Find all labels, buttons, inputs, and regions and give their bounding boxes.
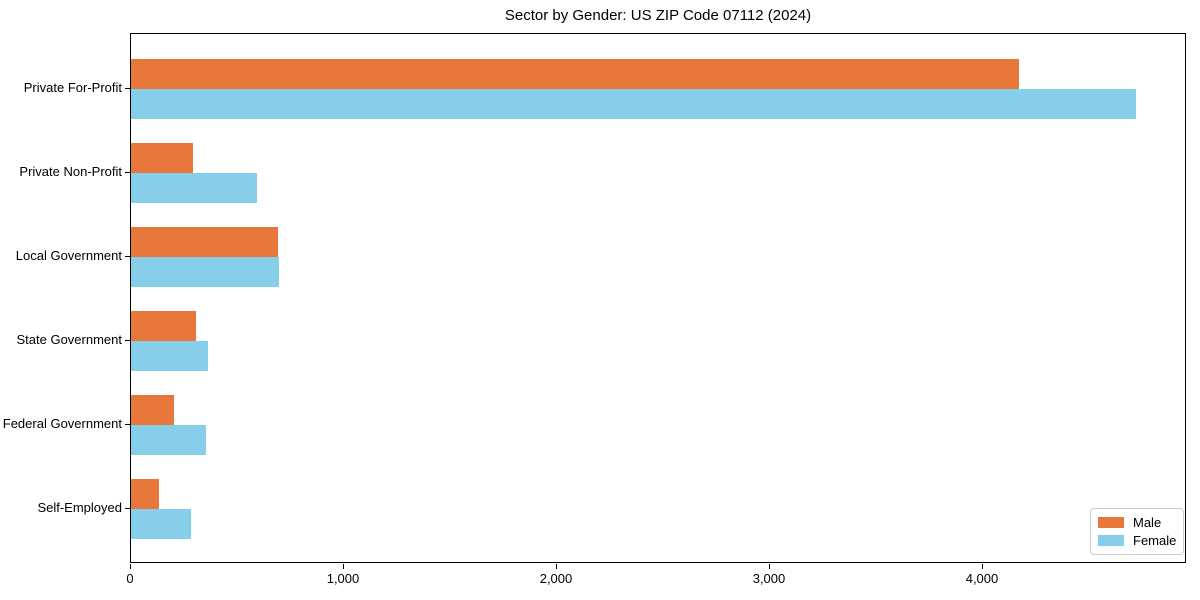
ytick-label-federal-government: Federal Government bbox=[2, 416, 122, 431]
bar-male-local-government bbox=[131, 227, 278, 257]
ytick-label-local-government: Local Government bbox=[15, 248, 122, 263]
legend: Male Female bbox=[1090, 508, 1184, 555]
bar-male-private-non-profit bbox=[131, 143, 193, 173]
xtick-label-2000: 2,000 bbox=[539, 571, 573, 586]
plot-area bbox=[130, 33, 1186, 563]
legend-entry-female: Female bbox=[1098, 533, 1177, 548]
ytick-label-self-employed: Self-Employed bbox=[37, 500, 122, 515]
ytick-label-state-government: State Government bbox=[16, 332, 123, 347]
xtick-mark bbox=[982, 564, 983, 569]
bar-female-private-for-profit bbox=[131, 89, 1136, 119]
chart-title: Sector by Gender: US ZIP Code 07112 (202… bbox=[504, 7, 812, 24]
legend-label-female: Female bbox=[1133, 533, 1177, 548]
xtick-mark bbox=[130, 564, 131, 569]
bar-male-federal-government bbox=[131, 395, 174, 425]
xtick-mark bbox=[343, 564, 344, 569]
ytick-mark bbox=[125, 340, 130, 341]
xtick-label-4000: 4,000 bbox=[965, 571, 999, 586]
bar-female-private-non-profit bbox=[131, 173, 257, 203]
xtick-label-1000: 1,000 bbox=[326, 571, 360, 586]
bar-female-state-government bbox=[131, 341, 208, 371]
ytick-mark bbox=[125, 424, 130, 425]
bar-male-private-for-profit bbox=[131, 59, 1019, 89]
bar-male-self-employed bbox=[131, 479, 159, 509]
xtick-label-3000: 3,000 bbox=[752, 571, 786, 586]
legend-entry-male: Male bbox=[1098, 515, 1175, 530]
ytick-label-private-for-profit: Private For-Profit bbox=[23, 80, 122, 95]
ytick-label-private-non-profit: Private Non-Profit bbox=[19, 164, 122, 179]
bar-female-self-employed bbox=[131, 509, 191, 539]
ytick-mark bbox=[125, 256, 130, 257]
bar-female-local-government bbox=[131, 257, 279, 287]
xtick-label-0: 0 bbox=[126, 571, 134, 586]
bar-male-state-government bbox=[131, 311, 196, 341]
bar-female-federal-government bbox=[131, 425, 206, 455]
legend-swatch-male bbox=[1098, 517, 1124, 528]
ytick-mark bbox=[125, 172, 130, 173]
xtick-mark bbox=[556, 564, 557, 569]
legend-swatch-female bbox=[1098, 535, 1124, 546]
ytick-mark bbox=[125, 508, 130, 509]
legend-label-male: Male bbox=[1133, 515, 1162, 530]
xtick-mark bbox=[769, 564, 770, 569]
ytick-mark bbox=[125, 88, 130, 89]
